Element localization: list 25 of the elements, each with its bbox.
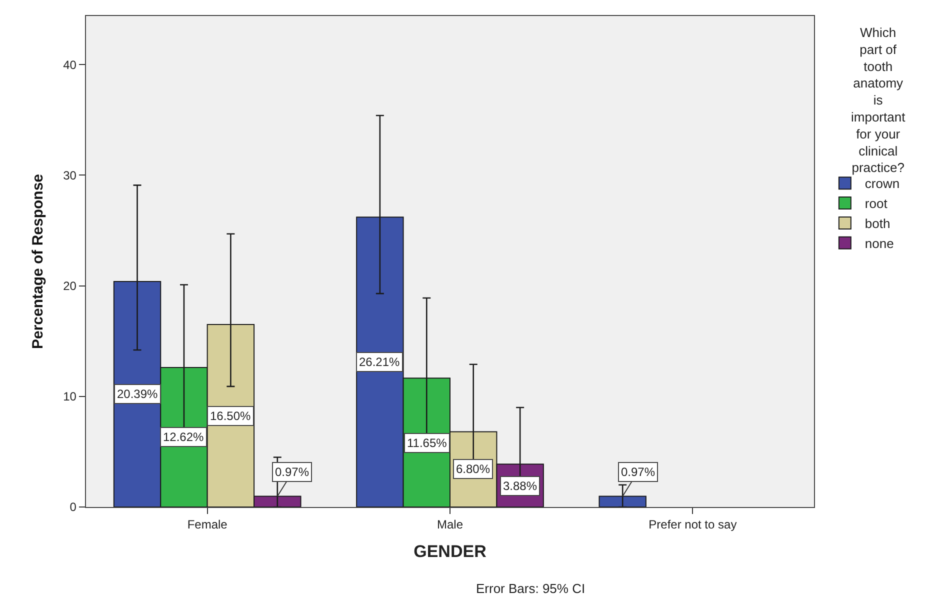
text: Which part of tooth anatomy is important for your clinical practice? <box>851 25 906 176</box>
data-label: 0.97% <box>275 465 310 479</box>
data-label: 20.39% <box>117 387 158 401</box>
y-tick-label: 40 <box>63 58 77 72</box>
y-tick-label: 20 <box>63 279 77 294</box>
data-label: 12.62% <box>163 430 204 444</box>
data-label: 16.50% <box>210 409 252 423</box>
y-tick-label: 30 <box>63 168 77 182</box>
y-tick-label: 10 <box>63 390 77 404</box>
data-label: 26.21% <box>359 355 400 369</box>
data-label: 11.65% <box>407 436 448 450</box>
legend-label: both <box>864 216 890 232</box>
x-tick-label: Prefer not to say <box>648 518 737 532</box>
data-label: 0.97% <box>621 465 656 479</box>
legend-label: none <box>864 236 894 251</box>
data-label: 3.88% <box>503 479 538 493</box>
x-tick-label: Female <box>187 518 228 532</box>
y-tick-label: 0 <box>70 500 77 514</box>
legend-label: crown <box>864 176 900 192</box>
text: Error Bars: 95% CI <box>476 581 586 596</box>
y-axis-title: Percentage of Response <box>29 174 46 350</box>
x-axis-title: GENDER <box>414 542 486 561</box>
legend-label: root <box>864 196 888 212</box>
x-tick-label: Male <box>436 518 464 532</box>
data-label: 6.80% <box>456 462 490 476</box>
